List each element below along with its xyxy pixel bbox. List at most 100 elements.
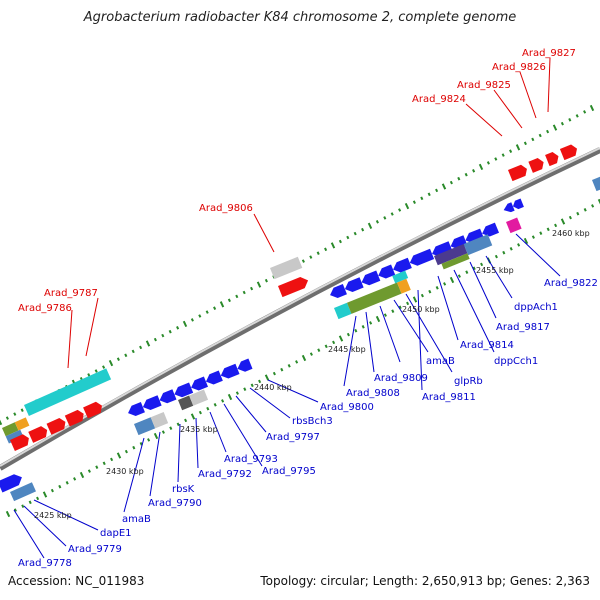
gene-feature[interactable] bbox=[83, 400, 104, 419]
gene-label[interactable]: Arad_9827 bbox=[522, 48, 576, 59]
tick-mark bbox=[264, 278, 268, 283]
gene-feature[interactable] bbox=[2, 422, 19, 437]
tick-mark bbox=[346, 235, 350, 240]
gene-label[interactable]: dppCch1 bbox=[494, 356, 538, 367]
leader-line bbox=[469, 261, 497, 319]
gene-feature[interactable] bbox=[0, 472, 24, 493]
gene-feature[interactable] bbox=[141, 395, 162, 412]
gene-feature[interactable] bbox=[508, 163, 529, 182]
gene-label[interactable]: Arad_9822 bbox=[544, 278, 598, 289]
tick-mark bbox=[309, 255, 313, 259]
leader-line bbox=[209, 411, 227, 453]
gene-feature[interactable] bbox=[10, 433, 31, 451]
tick-mark bbox=[13, 508, 17, 512]
gene-label[interactable]: glpRb bbox=[454, 376, 483, 387]
gene-label[interactable]: dppAch1 bbox=[514, 302, 558, 313]
chromosome-backbone-highlight bbox=[0, 147, 600, 467]
gene-feature[interactable] bbox=[150, 412, 169, 429]
gene-feature[interactable] bbox=[360, 270, 381, 288]
gene-feature[interactable] bbox=[511, 198, 524, 211]
gene-feature[interactable] bbox=[391, 257, 412, 275]
gene-feature[interactable] bbox=[172, 382, 194, 400]
gene-label[interactable]: Arad_9778 bbox=[18, 558, 72, 569]
gene-feature[interactable] bbox=[219, 363, 240, 381]
gene-label[interactable]: Arad_9814 bbox=[460, 340, 514, 351]
tick-mark bbox=[264, 374, 270, 381]
tick-mark bbox=[361, 227, 365, 232]
gene-feature[interactable] bbox=[334, 302, 352, 320]
gene-feature[interactable] bbox=[126, 402, 145, 418]
gene-label[interactable]: Arad_9826 bbox=[492, 62, 546, 73]
gene-feature[interactable] bbox=[502, 202, 515, 214]
tick-mark bbox=[449, 180, 453, 185]
gene-feature[interactable] bbox=[376, 264, 396, 281]
tick-mark bbox=[176, 326, 180, 330]
tick-mark bbox=[589, 104, 595, 112]
gene-label[interactable]: Arad_9817 bbox=[496, 322, 550, 333]
gene-label[interactable]: Arad_9779 bbox=[68, 544, 122, 555]
gene-label[interactable]: Arad_9808 bbox=[346, 388, 400, 399]
gene-feature[interactable] bbox=[592, 176, 600, 192]
gene-feature[interactable] bbox=[392, 270, 409, 284]
gene-feature[interactable] bbox=[24, 368, 112, 416]
gene-label[interactable]: Arad_9787 bbox=[44, 288, 98, 299]
gene-feature[interactable] bbox=[441, 253, 470, 270]
gene-label[interactable]: Arad_9793 bbox=[224, 454, 278, 465]
gene-feature[interactable] bbox=[270, 256, 303, 280]
gene-feature[interactable] bbox=[528, 157, 545, 173]
gene-feature[interactable] bbox=[204, 370, 223, 387]
leader-line bbox=[23, 505, 67, 547]
gene-feature[interactable] bbox=[434, 244, 468, 266]
gene-feature[interactable] bbox=[10, 482, 36, 502]
gene-feature[interactable] bbox=[397, 278, 411, 294]
gene-label[interactable]: amaB bbox=[426, 356, 455, 367]
tick-mark bbox=[412, 296, 418, 303]
gene-label[interactable]: Arad_9811 bbox=[422, 392, 476, 403]
gene-label[interactable]: Arad_9800 bbox=[320, 402, 374, 413]
gene-feature[interactable] bbox=[328, 284, 347, 300]
gene-label[interactable]: rbsK bbox=[172, 484, 195, 495]
gene-feature[interactable] bbox=[158, 389, 177, 405]
gene-label[interactable]: Arad_9809 bbox=[374, 373, 428, 384]
tick-mark bbox=[515, 144, 521, 151]
label-leader-lines bbox=[13, 57, 561, 559]
gene-feature[interactable] bbox=[134, 417, 156, 436]
tick-mark bbox=[124, 353, 128, 358]
gene-feature[interactable] bbox=[506, 217, 522, 234]
gene-feature[interactable] bbox=[559, 143, 579, 161]
gene-feature[interactable] bbox=[178, 395, 194, 411]
tick-mark bbox=[272, 371, 276, 376]
tick-mark bbox=[591, 204, 595, 208]
gene-label[interactable]: amaB bbox=[122, 514, 151, 525]
gene-label[interactable]: Arad_9786 bbox=[18, 303, 72, 314]
tick-mark bbox=[560, 218, 566, 225]
gene-label[interactable]: dapE1 bbox=[100, 528, 132, 539]
gene-feature[interactable] bbox=[463, 234, 493, 256]
gene-feature[interactable] bbox=[278, 275, 310, 298]
gene-feature[interactable] bbox=[480, 222, 500, 239]
gene-feature[interactable] bbox=[189, 389, 209, 406]
gene-label[interactable]: Arad_9825 bbox=[457, 80, 511, 91]
gene-feature[interactable] bbox=[46, 416, 68, 435]
gene-feature[interactable] bbox=[346, 282, 402, 314]
gene-feature[interactable] bbox=[189, 376, 209, 393]
gene-feature[interactable] bbox=[545, 151, 561, 167]
gene-label[interactable]: Arad_9797 bbox=[266, 432, 320, 443]
tick-mark bbox=[361, 325, 365, 329]
gene-label[interactable]: Arad_9792 bbox=[198, 469, 252, 480]
gene-feature[interactable] bbox=[64, 408, 86, 427]
gene-label[interactable]: Arad_9806 bbox=[199, 203, 253, 214]
gene-label[interactable]: rbsBch3 bbox=[292, 416, 333, 427]
gene-feature[interactable] bbox=[28, 425, 49, 443]
gene-label[interactable]: Arad_9824 bbox=[412, 94, 466, 105]
leader-line bbox=[393, 299, 429, 353]
gene-feature[interactable] bbox=[235, 358, 253, 374]
leader-line bbox=[235, 395, 267, 433]
gene-feature[interactable] bbox=[14, 417, 30, 431]
gene-label[interactable]: Arad_9795 bbox=[262, 466, 316, 477]
tick-mark bbox=[309, 352, 313, 356]
gene-feature[interactable] bbox=[343, 277, 364, 294]
tick-mark bbox=[406, 301, 410, 306]
gene-feature[interactable] bbox=[408, 248, 435, 268]
gene-label[interactable]: Arad_9790 bbox=[148, 498, 202, 509]
